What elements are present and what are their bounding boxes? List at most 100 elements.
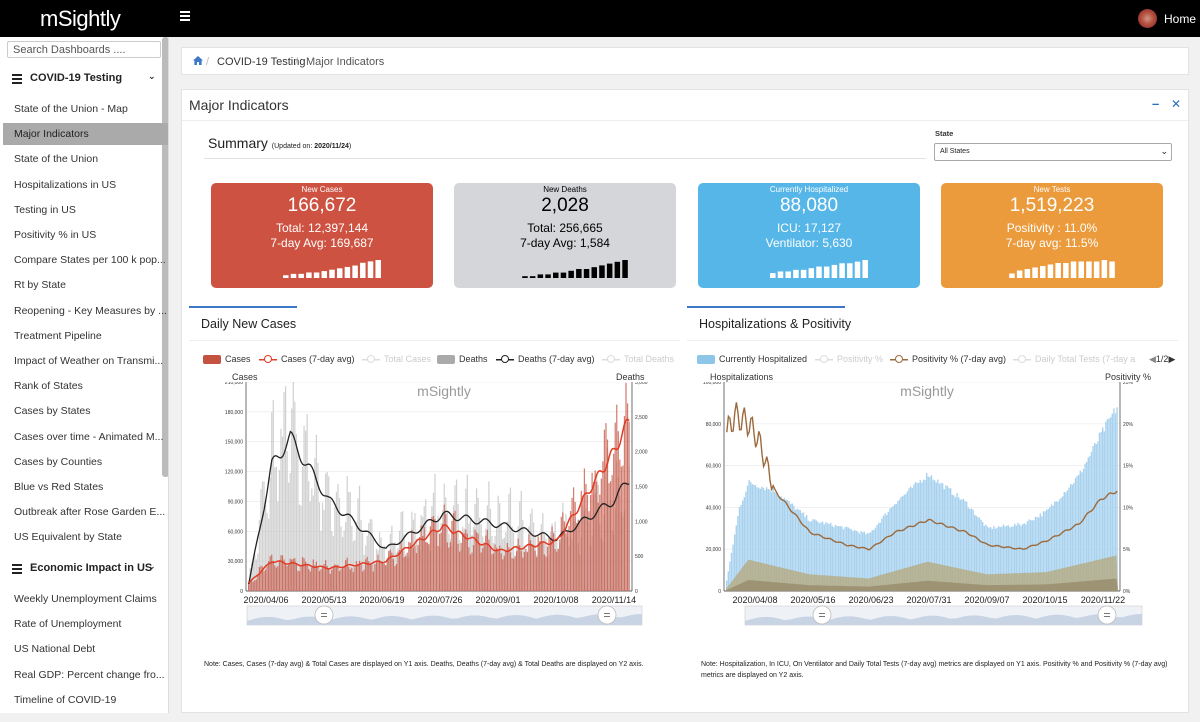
hospitalized-bar	[804, 516, 806, 591]
cases-bar	[445, 514, 447, 591]
hospitalized-bar	[937, 479, 939, 591]
sidebar-item[interactable]: US National Debt	[14, 643, 96, 656]
sidebar-item[interactable]: Hospitalizations in US	[14, 178, 117, 191]
sidebar-item[interactable]: Reopening - Key Measures by ...	[14, 304, 167, 317]
hospitalized-bar	[793, 505, 795, 591]
sidebar-item[interactable]: Cases by Counties	[14, 455, 103, 468]
range-handle[interactable]	[1097, 605, 1117, 625]
hospitalized-bar	[796, 508, 798, 591]
hospitalized-bar	[866, 533, 869, 591]
legend-item[interactable]: Total Deaths	[602, 354, 674, 365]
cases-bar	[361, 571, 364, 591]
sidebar-item[interactable]: Blue vs Red States	[14, 481, 104, 493]
app-logo[interactable]: mSightly	[40, 6, 121, 31]
deaths-bar	[321, 502, 324, 591]
legend-item[interactable]: Cases	[203, 354, 251, 365]
cases-bar	[278, 560, 281, 591]
cases-bar	[622, 465, 624, 591]
chevron-down-icon: ⌄	[148, 561, 156, 571]
top-bar: mSightly Home	[0, 0, 1200, 37]
cases-bar	[408, 541, 410, 591]
legend-item[interactable]: Total Cases	[362, 354, 431, 365]
cases-bar	[505, 550, 507, 591]
sidebar-item[interactable]: Real GDP: Percent change fro...	[14, 668, 165, 681]
summary-card[interactable]: New Cases 166,672 Total: 12,397,144 7-day A…	[211, 183, 433, 288]
sidebar-item[interactable]: Impact of Weather on Transmi...	[14, 355, 164, 367]
state-select[interactable]: All States ⌄	[934, 143, 1172, 161]
deaths-bar	[402, 511, 404, 591]
range-handle[interactable]	[597, 605, 617, 625]
cases-bar	[497, 549, 499, 591]
sidebar-item[interactable]: Rate of Unemployment	[14, 618, 122, 631]
sidebar-item[interactable]: Timeline of COVID-19	[14, 693, 117, 706]
hospitalized-bar	[746, 485, 749, 591]
cases-bar	[291, 559, 293, 591]
legend-item[interactable]: Deaths (7-day avg)	[496, 354, 595, 365]
cases-bar	[529, 540, 532, 591]
cases-bar	[348, 567, 350, 591]
cases-bar	[375, 560, 378, 591]
legend-item[interactable]: Deaths	[437, 354, 488, 365]
range-handle[interactable]	[812, 605, 832, 625]
sidebar-item[interactable]: Cases over time - Animated M...	[14, 430, 164, 443]
next-page-icon[interactable]: ▶	[1168, 354, 1176, 364]
summary-card[interactable]: Currently Hospitalized 88,080 ICU: 17,127 V…	[698, 183, 920, 288]
cases-bar	[417, 544, 419, 591]
updated-date: 2020/11/24	[314, 143, 349, 150]
legend-item[interactable]: Cases (7-day avg)	[259, 354, 355, 365]
sidebar-item[interactable]: Outbreak after Rose Garden E...	[14, 506, 166, 519]
legend-pager[interactable]: ◀1/2▶	[1149, 354, 1175, 365]
home-icon[interactable]	[193, 56, 203, 65]
spark-bar	[591, 267, 597, 278]
sidebar-item[interactable]: Rank of States	[14, 380, 83, 393]
sidebar-item[interactable]: Major Indicators	[3, 123, 168, 146]
deaths-bar	[268, 518, 270, 591]
sidebar-group-economic[interactable]: Economic Impact in US ⌄	[0, 556, 162, 581]
menu-toggle-icon[interactable]	[180, 11, 190, 23]
legend-item[interactable]: Currently Hospitalized	[697, 354, 807, 365]
breadcrumb-level1[interactable]: COVID-19 Testing	[217, 56, 306, 68]
x-tick-label: 2020/07/26	[417, 595, 462, 605]
avatar[interactable]	[1138, 9, 1157, 28]
minimize-icon[interactable]: –	[1152, 96, 1160, 111]
hospitalized-bar	[942, 483, 944, 591]
legend-item[interactable]: Positivity %	[815, 354, 883, 365]
legend-item[interactable]: Daily Total Tests (7-day a	[1013, 354, 1135, 365]
prev-page-icon[interactable]: ◀	[1149, 354, 1156, 364]
sidebar-item[interactable]: Cases by States	[14, 405, 91, 418]
sidebar-item[interactable]: State of the Union - Map	[14, 103, 128, 115]
sidebar-item[interactable]: Weekly Unemployment Claims	[14, 593, 157, 605]
cases-bar	[628, 421, 630, 591]
deaths-bar	[368, 522, 370, 591]
hospitalized-bar	[734, 534, 736, 591]
chart-plot: 0 30,000 60,000 90,000 120,000 150,000 180,000…	[225, 382, 648, 626]
chart-title: Daily New Cases	[201, 317, 297, 331]
divider	[687, 340, 1178, 341]
sidebar-item[interactable]: Testing in US	[14, 203, 76, 216]
sidebar-item[interactable]: US Equivalent by State	[14, 531, 122, 544]
summary-card[interactable]: New Tests 1,519,223 Positivity : 11.0% 7-da…	[941, 183, 1163, 288]
search-input[interactable]	[7, 41, 161, 58]
sidebar-item[interactable]: Compare States per 100 k pop...	[14, 254, 166, 267]
y-tick-label: 80,000	[706, 422, 722, 428]
cases-bar	[405, 556, 407, 591]
sidebar-item[interactable]: State of the Union	[14, 153, 99, 166]
range-handle[interactable]	[314, 605, 334, 625]
sidebar-scrollbar[interactable]	[162, 37, 168, 477]
sidebar-item[interactable]: Treatment Pipeline	[14, 329, 102, 342]
cases-bar	[523, 552, 525, 591]
legend-item[interactable]: Positivity % (7-day avg)	[890, 354, 1006, 365]
cases-bar	[398, 549, 401, 591]
home-link[interactable]: Home	[1164, 12, 1197, 26]
hospitalized-bar	[1028, 519, 1030, 591]
cases-bar	[337, 564, 339, 591]
close-icon[interactable]: ✕	[1171, 97, 1182, 111]
sidebar-item[interactable]: Positivity % in US	[14, 229, 97, 241]
hospitalized-bar	[1025, 524, 1027, 591]
deaths-bar	[508, 493, 510, 591]
sidebar-group-covid[interactable]: COVID-19 Testing ⌄	[0, 66, 162, 91]
hospitalized-bar	[1054, 501, 1056, 591]
hospitalized-bar	[1055, 501, 1057, 591]
sidebar-item[interactable]: Rt by State	[14, 279, 66, 292]
summary-card[interactable]: New Deaths 2,028 Total: 256,665 7-day Avg: …	[454, 183, 676, 288]
